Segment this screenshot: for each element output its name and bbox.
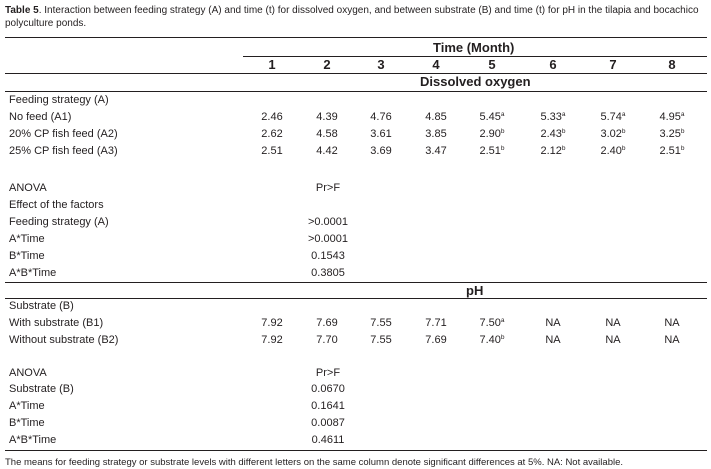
do-value-cell: 3.69 — [370, 145, 392, 157]
month-header-7: 7 — [609, 57, 617, 72]
do-value-cell: 2.90b — [479, 128, 505, 140]
do-anova-factor-label: A*Time — [9, 233, 45, 245]
ph-anova-factor-label: A*Time — [9, 400, 45, 412]
ph-value-cell: 7.71 — [425, 317, 447, 329]
do-value-cell: 4.39 — [316, 111, 338, 123]
month-header-4: 4 — [432, 57, 440, 72]
ph-anova-factor-label: A*B*Time — [9, 434, 57, 446]
do-value-cell: 2.51 — [261, 145, 283, 157]
month-rule — [5, 73, 707, 74]
table-caption: Table 5. Interaction between feeding str… — [5, 4, 707, 30]
ph-top-rule — [5, 282, 707, 283]
header-subrule — [243, 56, 707, 57]
do-value-cell: 4.58 — [316, 128, 338, 140]
do-row-label: 20% CP fish feed (A2) — [9, 128, 118, 140]
ph-value-cell: NA — [605, 317, 621, 329]
month-header-5: 5 — [488, 57, 496, 72]
ph-group-title: Substrate (B) — [9, 300, 74, 312]
do-anova-factor-label: A*B*Time — [9, 267, 57, 279]
do-value-cell: 5.33a — [540, 111, 566, 123]
ph-value-cell: NA — [545, 317, 561, 329]
do-anova-pr-value: >0.0001 — [307, 233, 349, 245]
ph-value-cell: NA — [664, 334, 680, 346]
ph-value-cell: NA — [605, 334, 621, 346]
ph-pr-header: Pr>F — [315, 367, 341, 379]
do-row-label: No feed (A1) — [9, 111, 72, 123]
section-dissolved-oxygen: Dissolved oxygen — [420, 74, 531, 89]
ph-anova-factor-label: B*Time — [9, 417, 45, 429]
month-header-8: 8 — [668, 57, 676, 72]
do-pr-header: Pr>F — [315, 182, 341, 194]
top-rule — [5, 37, 707, 38]
ph-value-cell: NA — [664, 317, 680, 329]
ph-row-label: With substrate (B1) — [9, 317, 104, 329]
do-value-cell: 2.40b — [600, 145, 626, 157]
ph-value-cell: 7.69 — [425, 334, 447, 346]
do-value-cell: 4.42 — [316, 145, 338, 157]
do-anova-factor-label: Feeding strategy (A) — [9, 216, 109, 228]
ph-anova-factor-label: Substrate (B) — [9, 383, 74, 395]
do-group-title: Feeding strategy (A) — [9, 94, 109, 106]
month-header-2: 2 — [323, 57, 331, 72]
ph-value-cell: 7.50a — [479, 317, 505, 329]
do-value-cell: 3.47 — [425, 145, 447, 157]
month-header-6: 6 — [549, 57, 557, 72]
ph-anova-pr-value: 0.0087 — [311, 417, 345, 429]
ph-value-cell: 7.92 — [261, 317, 283, 329]
do-value-cell: 5.45a — [479, 111, 505, 123]
do-value-cell: 2.51b — [479, 145, 505, 157]
do-value-cell: 5.74a — [600, 111, 626, 123]
section-ph: pH — [466, 283, 484, 298]
ph-anova-pr-value: 0.1641 — [311, 400, 345, 412]
ph-anova-title: ANOVA — [9, 367, 47, 379]
ph-section-rule — [5, 298, 707, 299]
do-value-cell: 3.85 — [425, 128, 447, 140]
ph-value-cell: 7.69 — [316, 317, 338, 329]
bottom-rule — [5, 450, 707, 451]
month-header-1: 1 — [268, 57, 276, 72]
table-footnote: The means for feeding strategy or substr… — [5, 457, 624, 468]
ph-value-cell: 7.55 — [370, 317, 392, 329]
do-section-rule — [5, 91, 707, 92]
do-row-label: 25% CP fish feed (A3) — [9, 145, 118, 157]
do-value-cell: 2.43b — [540, 128, 566, 140]
time-month-header: Time (Month) — [433, 40, 515, 55]
do-value-cell: 2.51b — [659, 145, 685, 157]
ph-anova-pr-value: 0.4611 — [311, 434, 345, 446]
ph-value-cell: 7.40b — [479, 334, 505, 346]
ph-value-cell: 7.70 — [316, 334, 338, 346]
do-value-cell: 3.25b — [659, 128, 685, 140]
ph-value-cell: 7.55 — [370, 334, 392, 346]
month-header-3: 3 — [377, 57, 385, 72]
ph-value-cell: NA — [545, 334, 561, 346]
do-value-cell: 2.46 — [261, 111, 283, 123]
do-anova-subtitle: Effect of the factors — [9, 199, 104, 211]
do-anova-pr-value: 0.1543 — [311, 250, 345, 262]
ph-row-label: Without substrate (B2) — [9, 334, 119, 346]
do-value-cell: 4.76 — [370, 111, 392, 123]
do-anova-factor-label: B*Time — [9, 250, 45, 262]
do-value-cell: 2.12b — [540, 145, 566, 157]
do-value-cell: 3.02b — [600, 128, 626, 140]
ph-anova-pr-value: 0.0670 — [311, 383, 345, 395]
do-value-cell: 4.95a — [659, 111, 685, 123]
ph-value-cell: 7.92 — [261, 334, 283, 346]
do-value-cell: 4.85 — [425, 111, 447, 123]
caption-text: . Interaction between feeding strategy (… — [5, 5, 699, 29]
do-value-cell: 3.61 — [370, 128, 392, 140]
do-value-cell: 2.62 — [261, 128, 283, 140]
do-anova-pr-value: 0.3805 — [311, 267, 345, 279]
do-anova-pr-value: >0.0001 — [307, 216, 349, 228]
table-label: Table 5 — [5, 5, 39, 16]
do-anova-title: ANOVA — [9, 182, 47, 194]
